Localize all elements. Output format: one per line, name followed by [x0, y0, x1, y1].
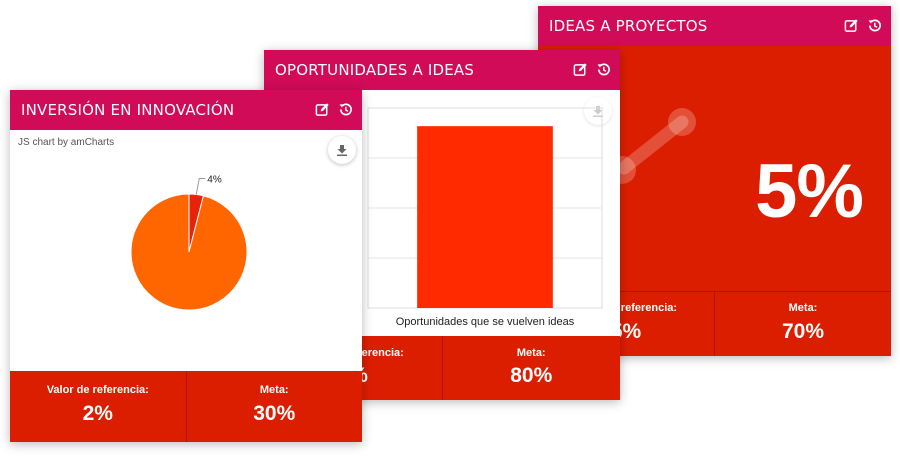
history-icon[interactable]: [596, 62, 611, 77]
card-title: IDEAS A PROYECTOS: [549, 17, 708, 35]
bar: [417, 126, 553, 308]
history-icon[interactable]: [338, 102, 353, 117]
pie-label-leader: [195, 177, 206, 195]
download-icon: [337, 145, 347, 156]
edit-icon[interactable]: [573, 62, 588, 77]
header-actions: [315, 102, 353, 117]
header-actions: [573, 62, 611, 77]
trend-line-icon: [608, 108, 696, 184]
goal-value: 30%: [253, 402, 296, 425]
reference-value: 2%: [82, 402, 113, 425]
header-actions: [844, 18, 882, 33]
kpi-value: 5%: [755, 149, 864, 234]
card-header: INVERSIÓN EN INNOVACIÓN: [10, 90, 362, 130]
amcharts-credit[interactable]: JS chart by amCharts: [18, 137, 115, 148]
goal-label: Meta:: [788, 302, 818, 314]
reference-label: Valor de referencia:: [46, 384, 149, 396]
pie-chart: 4%: [130, 174, 248, 311]
card-header: IDEAS A PROYECTOS: [538, 6, 891, 46]
bar-chart: Oportunidades que se vuelven ideas: [367, 107, 603, 328]
goal-cell: Meta: 70%: [714, 292, 891, 356]
goal-cell: Meta: 80%: [441, 336, 621, 400]
download-button[interactable]: [328, 136, 356, 164]
edit-icon[interactable]: [844, 18, 859, 33]
goal-cell: Meta: 30%: [185, 371, 363, 442]
goal-label: Meta:: [516, 347, 546, 359]
download-icon: [593, 106, 603, 117]
card-inversion-en-innovacion: INVERSIÓN EN INNOVACIÓN JS chart by amCh…: [10, 90, 362, 442]
card-title: INVERSIÓN EN INNOVACIÓN: [21, 101, 235, 119]
download-button[interactable]: [584, 97, 612, 125]
card-title: OPORTUNIDADES A IDEAS: [275, 61, 475, 79]
pie-label: 4%: [207, 174, 222, 185]
history-icon[interactable]: [867, 18, 882, 33]
pie-slice: [130, 193, 248, 311]
card-header: OPORTUNIDADES A IDEAS: [264, 50, 620, 90]
edit-icon[interactable]: [315, 102, 330, 117]
x-axis-label: Oportunidades que se vuelven ideas: [396, 316, 575, 328]
goal-label: Meta:: [259, 384, 289, 396]
goal-value: 80%: [510, 364, 553, 387]
goal-value: 70%: [781, 320, 825, 343]
reference-cell: Valor de referencia: 2%: [10, 371, 186, 442]
card-footer: Valor de referencia: 2% Meta: 30%: [10, 371, 362, 442]
